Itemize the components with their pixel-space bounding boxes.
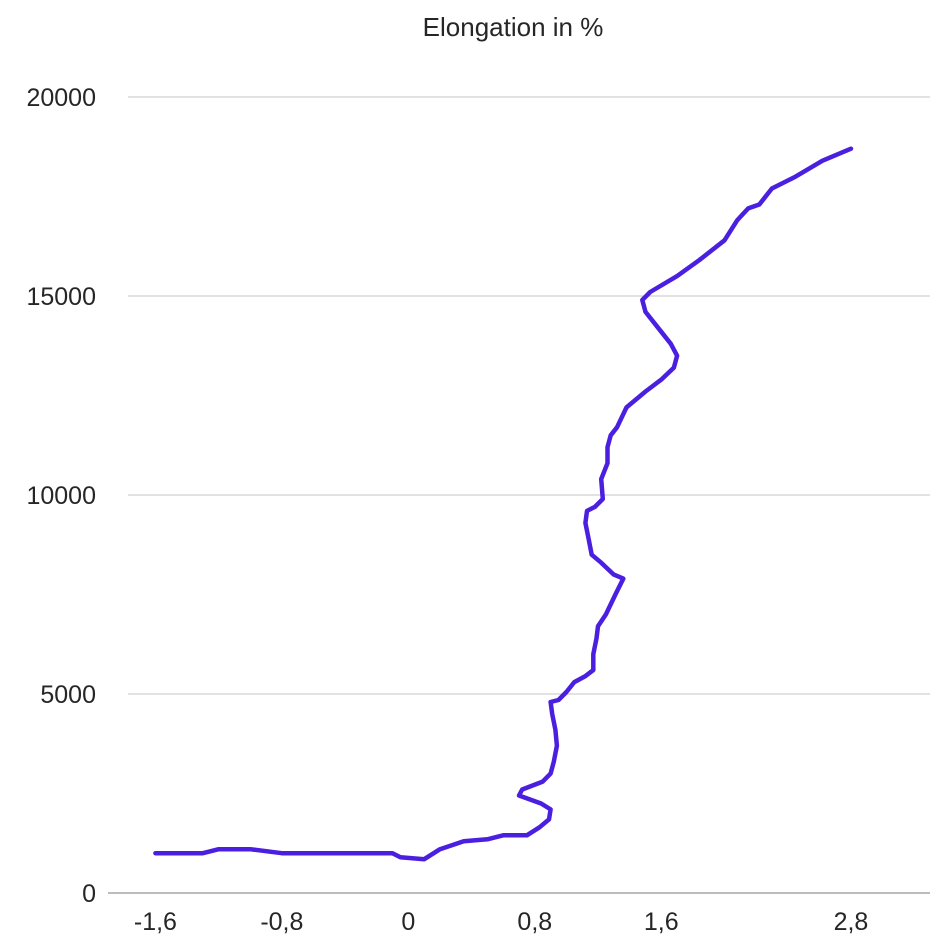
y-tick-label: 0	[82, 880, 96, 908]
y-tick-label: 10000	[26, 482, 96, 510]
y-tick-labels: 0 5000 10000 15000 20000	[26, 84, 96, 908]
x-tick-label: 0,8	[517, 908, 552, 936]
y-tick-label: 20000	[26, 84, 96, 112]
x-tick-label: 0	[401, 908, 415, 936]
x-tick-label: 1,6	[644, 908, 679, 936]
chart-title: Elongation in %	[423, 12, 604, 42]
x-tick-label: 2,8	[834, 908, 869, 936]
data-series	[153, 146, 854, 862]
y-tick-label: 5000	[40, 681, 96, 709]
x-tick-label: -1,6	[134, 908, 177, 936]
y-tick-label: 15000	[26, 283, 96, 311]
series-line	[153, 146, 854, 862]
x-tick-labels: -1,6 -0,8 0 0,8 1,6 2,8	[134, 908, 868, 936]
gridlines	[128, 96, 930, 695]
x-tick-label: -0,8	[260, 908, 303, 936]
